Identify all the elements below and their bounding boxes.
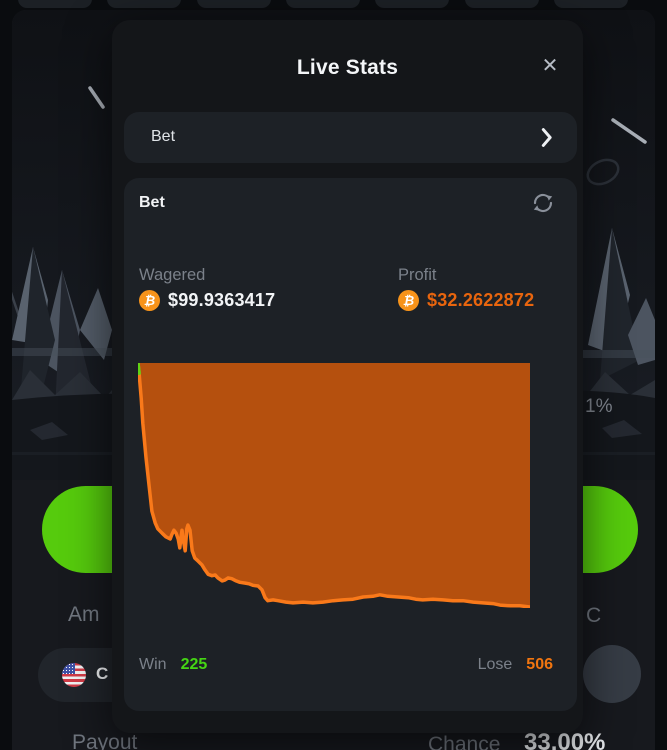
currency-selector-label: C	[96, 664, 109, 683]
background-circle-button[interactable]	[583, 645, 641, 703]
bet-stats-panel: Bet Wagered ₿ $99.9363417 Profit ₿ $32.2…	[124, 178, 577, 711]
carousel-tile[interactable]	[375, 0, 449, 8]
carousel-tile[interactable]	[554, 0, 628, 8]
profit-value: ₿ $32.2622872	[398, 290, 534, 311]
chevron-right-icon	[541, 128, 552, 147]
carousel-tile[interactable]	[465, 0, 539, 8]
wagered-value: ₿ $99.9363417	[139, 290, 275, 311]
live-stats-modal: Live Stats ✕ Bet Bet Wagered ₿ $99.93634…	[112, 20, 583, 733]
chart-start-tip	[138, 363, 141, 376]
modal-title: Live Stats	[296, 56, 399, 79]
bet-nav-row[interactable]: Bet	[124, 112, 577, 163]
profit-amount: $32.2622872	[427, 290, 535, 310]
win-label: Win	[139, 656, 167, 673]
currency-label: C	[586, 604, 602, 627]
profit-label: Profit	[398, 266, 437, 284]
comet-icon	[88, 86, 105, 109]
bet-nav-label: Bet	[151, 128, 176, 145]
comet-icon	[611, 118, 647, 144]
results-row: Win 225 Lose 506	[139, 656, 553, 678]
carousel-tile[interactable]	[286, 0, 360, 8]
payout-label: Payout	[72, 731, 138, 750]
carousel-tile[interactable]	[18, 0, 92, 8]
profit-area-chart	[138, 363, 530, 608]
wagered-amount: $99.9363417	[168, 290, 276, 310]
lose-label: Lose	[477, 656, 513, 673]
planet-ring-icon	[586, 158, 620, 186]
carousel-tile[interactable]	[107, 0, 181, 8]
win-count: 225	[180, 656, 208, 673]
result-multiplier-readout: 1%	[585, 396, 613, 417]
amount-label: Am	[68, 603, 100, 626]
wagered-label: Wagered	[139, 266, 206, 284]
us-flag-icon	[62, 663, 86, 687]
carousel-tile[interactable]	[197, 0, 271, 8]
panel-title: Bet	[139, 194, 165, 211]
chance-label: Chance	[428, 733, 501, 750]
refresh-icon[interactable]	[531, 191, 555, 215]
chart-fill-area	[138, 363, 530, 607]
chart-profit-line	[138, 363, 530, 608]
lose-count: 506	[526, 656, 553, 673]
close-icon[interactable]: ✕	[535, 50, 565, 80]
bitcoin-icon: ₿	[398, 290, 419, 311]
bitcoin-icon: ₿	[139, 290, 160, 311]
chance-value: 33.00%	[524, 729, 606, 750]
